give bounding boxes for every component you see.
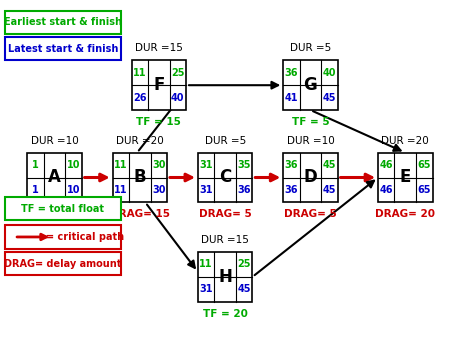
Text: DRAG= 5: DRAG= 5 xyxy=(199,209,252,219)
Text: = critical path: = critical path xyxy=(46,232,124,242)
Text: 25: 25 xyxy=(237,260,251,269)
Text: TF = total float: TF = total float xyxy=(21,203,104,214)
Text: 31: 31 xyxy=(200,185,213,195)
Bar xyxy=(5,11,121,34)
Text: DRAG= 5: DRAG= 5 xyxy=(284,209,337,219)
Text: 11: 11 xyxy=(133,68,146,78)
Text: 10: 10 xyxy=(67,185,80,195)
Text: DUR =20: DUR =20 xyxy=(382,136,429,146)
Bar xyxy=(5,225,121,248)
Text: A: A xyxy=(48,169,61,186)
Text: 30: 30 xyxy=(152,160,165,170)
Text: DUR =10: DUR =10 xyxy=(287,136,334,146)
Text: DRAG= delay amount: DRAG= delay amount xyxy=(4,258,121,269)
Text: 35: 35 xyxy=(237,160,251,170)
Text: 46: 46 xyxy=(380,185,393,195)
Bar xyxy=(132,60,186,110)
Text: DUR =15: DUR =15 xyxy=(135,43,183,53)
Bar xyxy=(112,153,167,202)
Bar xyxy=(283,60,337,110)
Text: TF = 20: TF = 20 xyxy=(203,309,247,319)
Text: 26: 26 xyxy=(133,93,146,103)
Text: 65: 65 xyxy=(418,185,431,195)
Text: DUR =10: DUR =10 xyxy=(31,136,78,146)
Text: 36: 36 xyxy=(285,68,298,78)
Text: DUR =5: DUR =5 xyxy=(204,136,246,146)
Text: 45: 45 xyxy=(237,284,251,294)
Bar xyxy=(198,153,252,202)
Bar xyxy=(283,153,337,202)
Text: Earliest start & finish: Earliest start & finish xyxy=(4,17,122,27)
Text: 11: 11 xyxy=(200,260,213,269)
Text: 36: 36 xyxy=(285,185,298,195)
Text: 65: 65 xyxy=(418,160,431,170)
Text: 41: 41 xyxy=(285,93,298,103)
Bar xyxy=(5,197,121,220)
Text: 40: 40 xyxy=(171,93,184,103)
Text: C: C xyxy=(219,169,231,186)
Text: Latest start & finish: Latest start & finish xyxy=(8,44,118,54)
Text: B: B xyxy=(134,169,146,186)
Bar xyxy=(5,252,121,275)
Text: DRAG= 20: DRAG= 20 xyxy=(375,209,435,219)
Text: 1: 1 xyxy=(32,160,39,170)
Text: 25: 25 xyxy=(171,68,184,78)
Text: 40: 40 xyxy=(323,68,336,78)
Bar xyxy=(27,153,82,202)
Bar xyxy=(198,252,252,302)
Text: 10: 10 xyxy=(67,160,80,170)
Text: F: F xyxy=(153,76,164,94)
Text: TF = 5: TF = 5 xyxy=(292,117,329,127)
Text: 36: 36 xyxy=(285,160,298,170)
Text: H: H xyxy=(218,268,232,286)
Text: DRAG= 15: DRAG= 15 xyxy=(110,209,170,219)
Text: E: E xyxy=(400,169,411,186)
Text: G: G xyxy=(303,76,318,94)
Text: D: D xyxy=(303,169,318,186)
Text: DUR =20: DUR =20 xyxy=(116,136,164,146)
Text: 36: 36 xyxy=(237,185,251,195)
Text: DUR =15: DUR =15 xyxy=(201,235,249,245)
Text: 1: 1 xyxy=(32,185,39,195)
Text: DRAG= 10: DRAG= 10 xyxy=(25,209,84,219)
Text: 45: 45 xyxy=(323,93,336,103)
Text: 11: 11 xyxy=(114,160,128,170)
Text: 46: 46 xyxy=(380,160,393,170)
Text: 11: 11 xyxy=(114,185,128,195)
Text: TF = 15: TF = 15 xyxy=(137,117,181,127)
Text: 45: 45 xyxy=(323,185,336,195)
Text: DUR =5: DUR =5 xyxy=(290,43,331,53)
Text: 30: 30 xyxy=(152,185,165,195)
Bar xyxy=(5,37,121,60)
Bar xyxy=(378,153,432,202)
Text: 31: 31 xyxy=(200,160,213,170)
Text: 45: 45 xyxy=(323,160,336,170)
Text: 31: 31 xyxy=(200,284,213,294)
